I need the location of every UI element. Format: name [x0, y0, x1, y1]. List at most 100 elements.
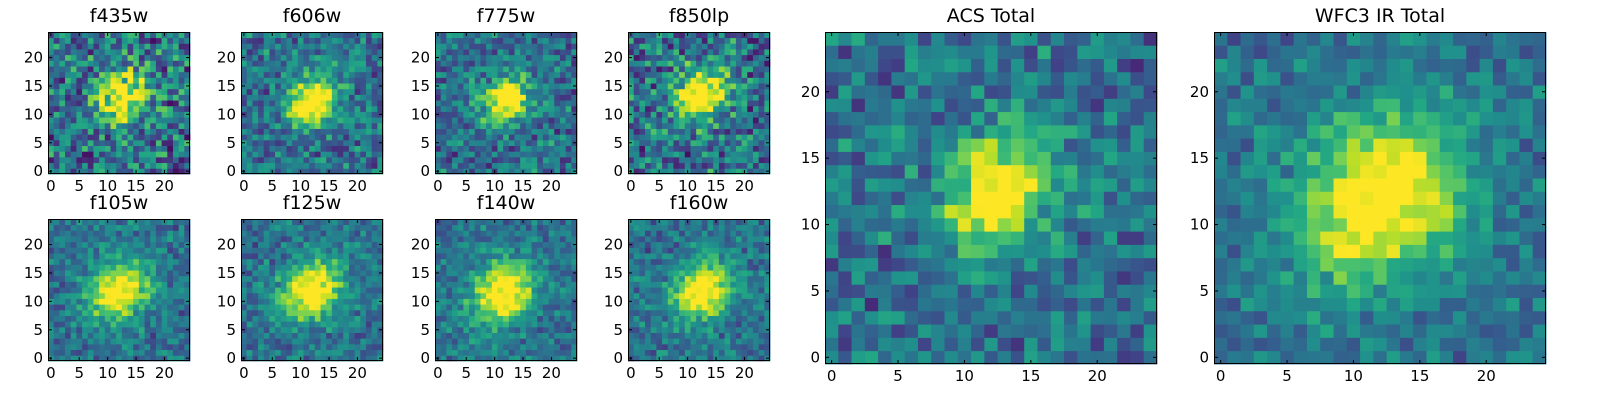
heatmap-cell — [735, 122, 742, 129]
heatmap-cell — [269, 264, 276, 271]
heatmap-cell — [99, 117, 106, 124]
heatmap-cell — [469, 122, 476, 129]
heatmap-cell — [554, 71, 561, 78]
heatmap-cell — [53, 304, 60, 311]
heatmap-cell — [178, 122, 185, 129]
heatmap-cell — [53, 111, 60, 118]
heatmap-cell — [343, 236, 350, 243]
heatmap-cell — [435, 321, 442, 328]
heatmap-cell — [76, 139, 83, 146]
heatmap-cell — [446, 156, 453, 164]
heatmap-cell — [377, 88, 384, 95]
heatmap-cell — [76, 105, 83, 112]
heatmap-cell — [150, 326, 157, 333]
heatmap-cell — [730, 162, 737, 169]
heatmap-cell — [314, 236, 321, 243]
heatmap-cell — [377, 77, 384, 84]
heatmap-cell — [87, 287, 94, 294]
heatmap-cell — [752, 139, 760, 146]
heatmap-cell — [121, 241, 128, 248]
heatmap-cell — [944, 257, 959, 272]
heatmap-cell — [531, 117, 538, 124]
heatmap-cell — [150, 224, 157, 231]
heatmap-cell — [917, 85, 932, 99]
heatmap-cell — [331, 128, 338, 135]
heatmap-cell — [559, 54, 567, 61]
heatmap-cell — [87, 304, 94, 311]
heatmap-cell — [121, 275, 128, 282]
heatmap-cell — [713, 71, 720, 78]
heatmap-cell — [331, 264, 338, 271]
heatmap-cell — [275, 49, 282, 56]
heatmap-cell — [275, 309, 282, 316]
heatmap-cell — [178, 162, 185, 169]
heatmap-cell — [269, 275, 276, 282]
heatmap-cell — [707, 145, 714, 152]
heatmap-cell — [559, 43, 567, 50]
heatmap-cell — [730, 37, 737, 44]
heatmap-cell — [645, 83, 652, 90]
heatmap-cell — [639, 145, 646, 152]
heatmap-cell — [957, 310, 972, 325]
heatmap-cell — [70, 355, 77, 362]
heatmap-cell — [554, 338, 561, 345]
heatmap-cell — [53, 134, 60, 141]
heatmap-cell — [440, 94, 447, 101]
heatmap-cell — [684, 66, 691, 73]
heatmap-cell — [1090, 350, 1105, 365]
heatmap-cell — [354, 37, 361, 44]
heatmap-cell — [360, 275, 367, 282]
heatmap-cell — [440, 111, 447, 118]
heatmap-cell — [486, 349, 493, 356]
heatmap-cell — [258, 281, 265, 288]
heatmap-cell — [53, 105, 60, 112]
heatmap-cell — [53, 94, 60, 101]
heatmap-cell — [127, 287, 134, 294]
heatmap-cell — [997, 231, 1012, 245]
heatmap-cell — [825, 337, 839, 352]
heatmap-cell — [104, 111, 111, 118]
heatmap-cell — [309, 224, 316, 231]
heatmap-cell — [53, 343, 60, 351]
heatmap-cell — [440, 105, 447, 112]
heatmap-cell — [851, 217, 866, 232]
heatmap-cell — [292, 236, 299, 243]
heatmap-cell — [172, 315, 180, 322]
heatmap-cell — [65, 304, 72, 311]
heatmap-cell — [99, 332, 106, 339]
heatmap-cell — [59, 315, 66, 322]
heatmap-cell — [252, 219, 259, 226]
heatmap-cell — [1117, 257, 1131, 272]
heatmap-cell — [133, 128, 140, 135]
heatmap-cell — [246, 105, 253, 112]
heatmap-cell — [82, 128, 89, 135]
heatmap-cell — [508, 332, 515, 339]
y-tick-label: 5 — [613, 134, 623, 152]
heatmap-cell — [246, 71, 253, 78]
heatmap-cell — [480, 54, 487, 61]
heatmap-cell — [133, 43, 140, 50]
heatmap-cell — [354, 145, 361, 152]
heatmap-cell — [758, 54, 765, 61]
heatmap-cell — [144, 304, 151, 311]
heatmap-cell — [446, 32, 453, 39]
heatmap-cell — [696, 134, 703, 141]
heatmap-cell — [633, 156, 640, 164]
heatmap-cell — [851, 45, 866, 59]
heatmap-cell — [713, 49, 720, 56]
heatmap-cell — [70, 304, 77, 311]
heatmap-cell — [747, 88, 754, 95]
heatmap-cell — [292, 60, 299, 67]
heatmap-cell — [446, 162, 453, 169]
heatmap-cell — [297, 332, 304, 339]
heatmap-cell — [474, 156, 481, 164]
heatmap-cell — [864, 71, 879, 86]
heatmap-cells — [628, 32, 771, 175]
heatmap-cell — [104, 270, 111, 277]
heatmap-cell — [144, 83, 151, 90]
heatmap-cell — [309, 94, 316, 101]
heatmap-cell — [161, 145, 168, 152]
heatmap-cell — [275, 224, 282, 231]
heatmap-cell — [904, 310, 919, 325]
heatmap-cell — [348, 253, 355, 260]
